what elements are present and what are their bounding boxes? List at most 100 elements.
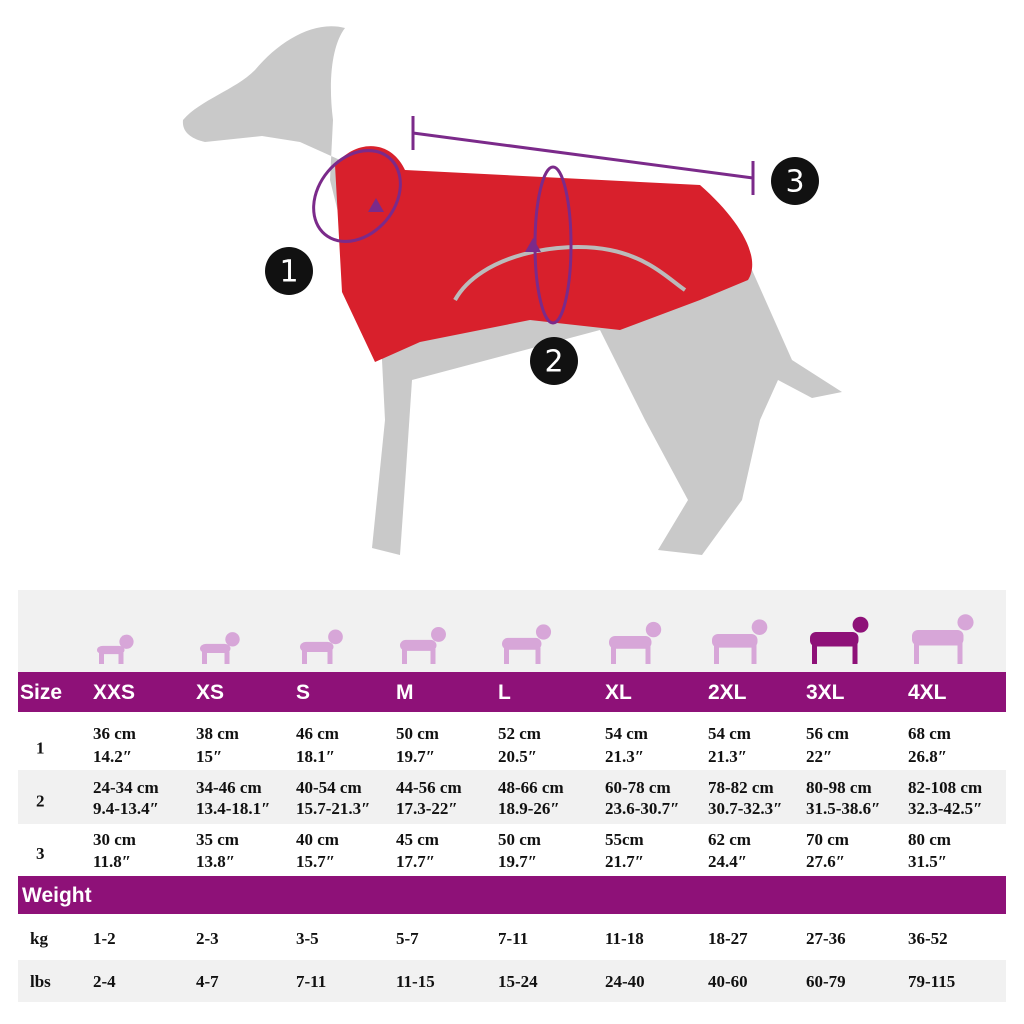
size-label: S [296,681,310,704]
dog-icon-body [810,631,859,647]
cell-text: 31.5″ [908,852,947,871]
dog-icon-leg [504,647,509,664]
cell-text: 36 cm [93,724,136,743]
dog-icon-head [225,632,240,647]
size-label: XL [605,681,632,704]
cell-text: 31.5-38.6″ [806,799,881,818]
cell-text: 21.3″ [605,747,644,766]
size-label: 4XL [908,681,947,704]
cell-text: 22″ [806,747,832,766]
dog-icon-head [852,616,869,633]
cell-text: 68 cm [908,724,951,743]
dog-icon-leg [957,642,963,664]
cell-text: 21.3″ [708,747,747,766]
cell-text: 30.7-32.3″ [708,799,783,818]
cell-text: 38 cm [196,724,239,743]
size-label: L [498,681,511,704]
cell-text: 19.7″ [498,852,537,871]
cell-text: 54 cm [708,724,751,743]
cell-text: 78-82 cm [708,778,774,797]
cell-text: 62 cm [708,830,751,849]
cell-text: 36-52 [908,929,948,948]
size-label: XXS [93,681,135,704]
cell-text: 13.4-18.1″ [196,799,271,818]
cell-text: 18-27 [708,929,748,948]
cell-text: 20.5″ [498,747,537,766]
cell-text: 13.8″ [196,852,235,871]
cell-text: 2-3 [196,929,219,948]
cell-text: 9.4-13.4″ [93,799,159,818]
dog-icon-head [535,624,552,640]
dog-icon-leg [118,652,124,664]
cell-text: 40-54 cm [296,778,362,797]
cell-text: 46 cm [296,724,339,743]
dog-icon-leg [812,643,817,664]
dog-icon-leg [751,644,757,664]
weight-header: Weight [22,884,92,907]
dog-icon-leg [402,648,407,664]
dog-icon-head [328,629,343,645]
cell-text: 11.8″ [93,852,131,871]
cell-text: 79-115 [908,972,955,991]
cell-text: 30 cm [93,830,136,849]
dog-icon-head [431,626,446,642]
marker-badge [530,337,578,385]
dog-icon-body [400,639,437,651]
cell-text: 56 cm [806,724,849,743]
dog-icon-head [957,614,974,631]
cell-text: 23.6-30.7″ [605,799,680,818]
cell-text: 3-5 [296,929,319,948]
cell-text: 24-34 cm [93,778,159,797]
cell-text: 55cm [605,830,644,849]
cell-text: 1-2 [93,929,116,948]
cell-text: 4-7 [196,972,219,991]
cell-text: 18.9-26″ [498,799,560,818]
cell-text: 45 cm [396,830,439,849]
dog-coat [335,146,753,362]
row-bg [18,672,1006,712]
dog-icon-leg [611,646,616,664]
dog-icon-leg [302,649,307,664]
cell-text: 80 cm [908,830,951,849]
cell-text: 34-46 cm [196,778,262,797]
dog-icon-head [751,619,768,635]
dog-icon-leg [430,648,436,664]
row-label: kg [30,929,48,948]
dog-icon-body [609,635,652,649]
cell-text: 44-56 cm [396,778,462,797]
dog-icon-head [119,634,134,649]
cell-text: 70 cm [806,830,849,849]
row-label: 3 [36,844,45,863]
cell-text: 17.3-22″ [396,799,458,818]
cell-text: 7-11 [498,929,528,948]
cell-text: 60-78 cm [605,778,671,797]
size-label: 3XL [806,681,845,704]
cell-text: 24.4″ [708,852,747,871]
reflective-strip [453,245,687,301]
length-measure [412,131,754,180]
cell-text: 7-11 [296,972,326,991]
dog-icon-body [300,641,334,652]
cell-text: 26.8″ [908,747,947,766]
marker-number: 3 [785,165,804,200]
cell-text: 50 cm [498,830,541,849]
cell-text: 27.6″ [806,852,845,871]
cell-text: 24-40 [605,972,645,991]
marker-number: 1 [279,255,298,290]
dog-icon-leg [535,647,541,664]
row-label: lbs [30,972,51,991]
dog-icon-body [502,637,542,650]
dog-icon-leg [99,652,104,664]
dog-icon-leg [202,651,207,664]
row-bg [18,960,1006,1002]
dog-icon-leg [852,643,858,664]
cell-text: 48-66 cm [498,778,564,797]
cell-text: 52 cm [498,724,541,743]
cell-text: 14.2″ [93,747,132,766]
row-bg [18,590,1006,672]
cell-text: 2-4 [93,972,116,991]
row-label: 1 [36,739,45,758]
row-bg [18,770,1006,824]
dog-icon-body [912,630,964,646]
